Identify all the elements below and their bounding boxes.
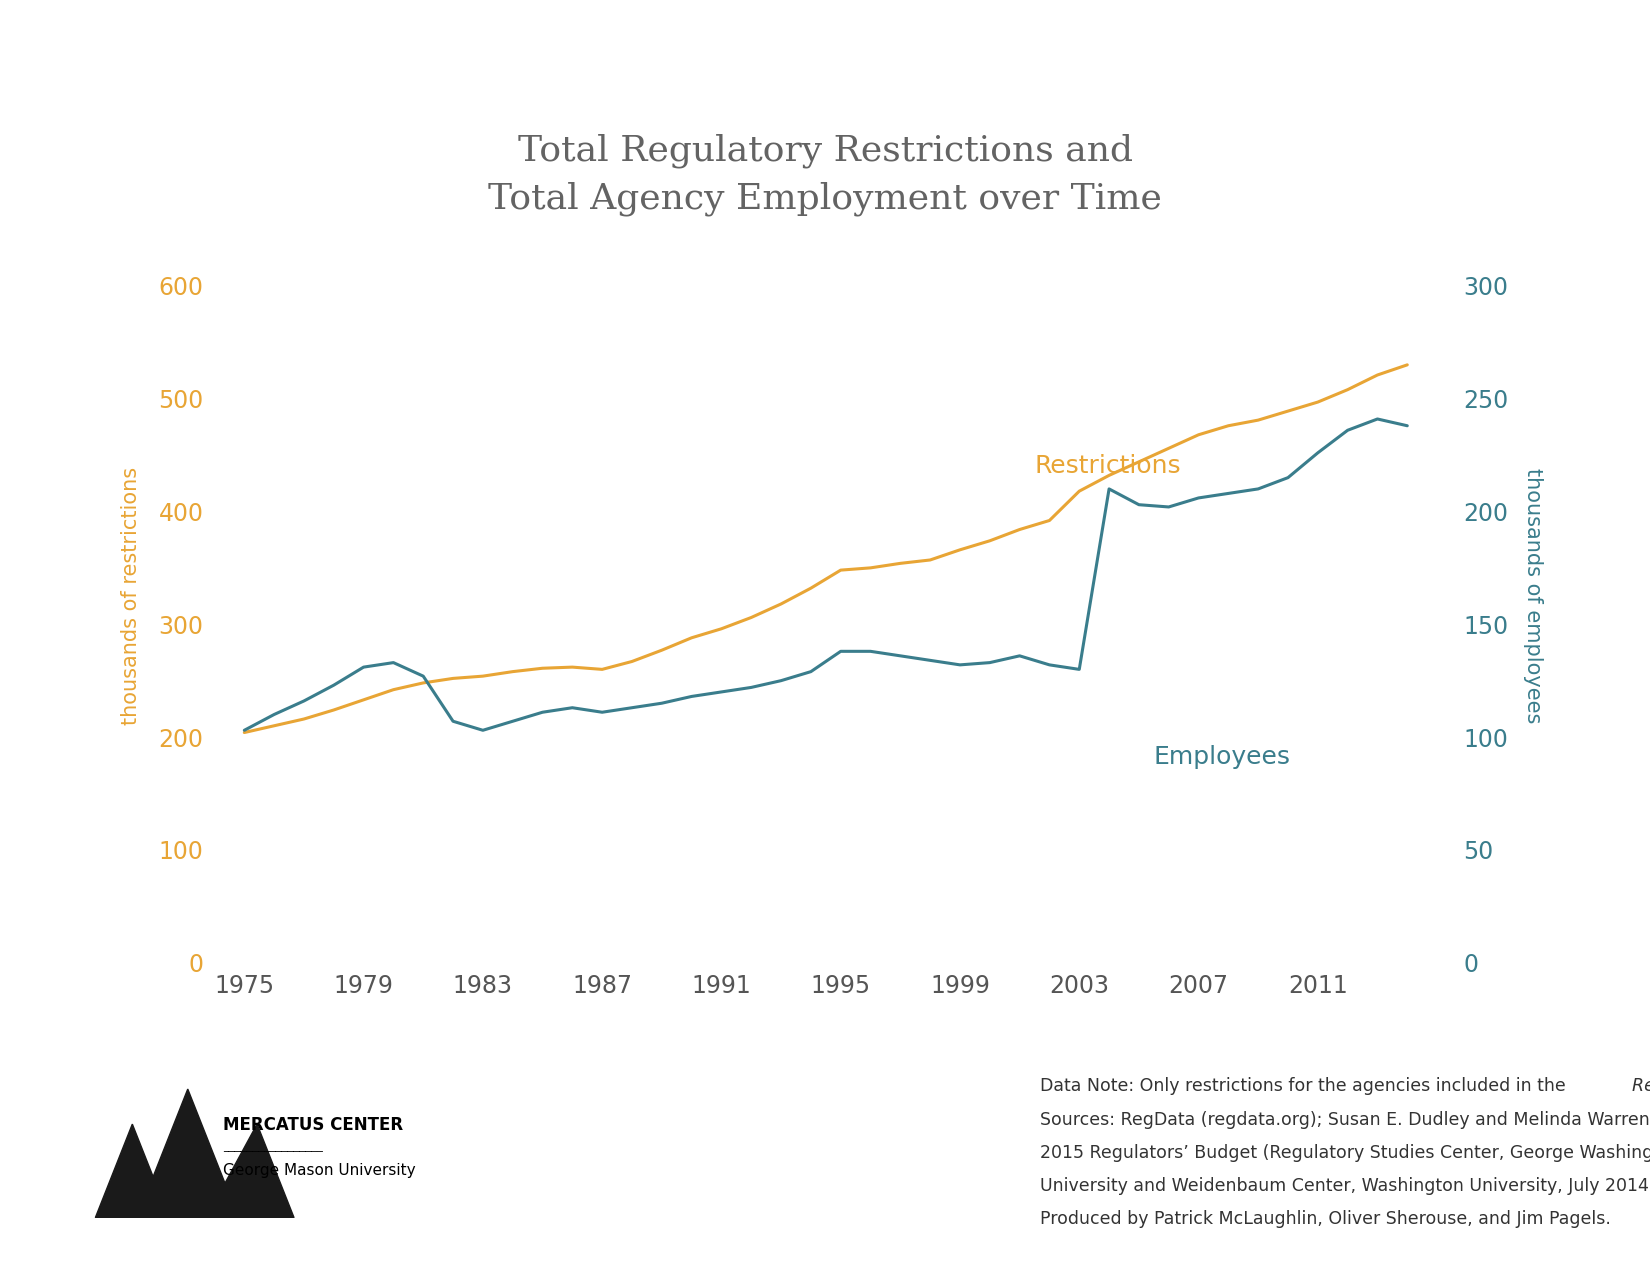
Text: Employees: Employees bbox=[1153, 745, 1290, 769]
Y-axis label: thousands of restrictions: thousands of restrictions bbox=[122, 467, 142, 725]
Text: Restrictions: Restrictions bbox=[1035, 454, 1181, 478]
Polygon shape bbox=[137, 1089, 239, 1218]
Text: Produced by Patrick McLaughlin, Oliver Sherouse, and Jim Pagels.: Produced by Patrick McLaughlin, Oliver S… bbox=[1040, 1210, 1610, 1228]
Text: Regulators’ Budget: Regulators’ Budget bbox=[1632, 1077, 1650, 1095]
Text: ─────────────────: ───────────────── bbox=[223, 1148, 323, 1158]
Text: George Mason University: George Mason University bbox=[223, 1163, 416, 1178]
Y-axis label: thousands of employees: thousands of employees bbox=[1523, 468, 1543, 724]
Text: Sources: RegData (regdata.org); Susan E. Dudley and Melinda Warren,: Sources: RegData (regdata.org); Susan E.… bbox=[1040, 1111, 1650, 1128]
Text: University and Weidenbaum Center, Washington University, July 2014).: University and Weidenbaum Center, Washin… bbox=[1040, 1177, 1650, 1195]
Text: Data Note: Only restrictions for the agencies included in the: Data Note: Only restrictions for the age… bbox=[1040, 1077, 1571, 1095]
Polygon shape bbox=[96, 1125, 170, 1218]
Text: Total Regulatory Restrictions and
Total Agency Employment over Time: Total Regulatory Restrictions and Total … bbox=[488, 134, 1162, 217]
Polygon shape bbox=[206, 1125, 294, 1218]
Text: 2015 Regulators’ Budget (Regulatory Studies Center, George Washington: 2015 Regulators’ Budget (Regulatory Stud… bbox=[1040, 1144, 1650, 1162]
Text: MERCATUS CENTER: MERCATUS CENTER bbox=[223, 1116, 403, 1133]
